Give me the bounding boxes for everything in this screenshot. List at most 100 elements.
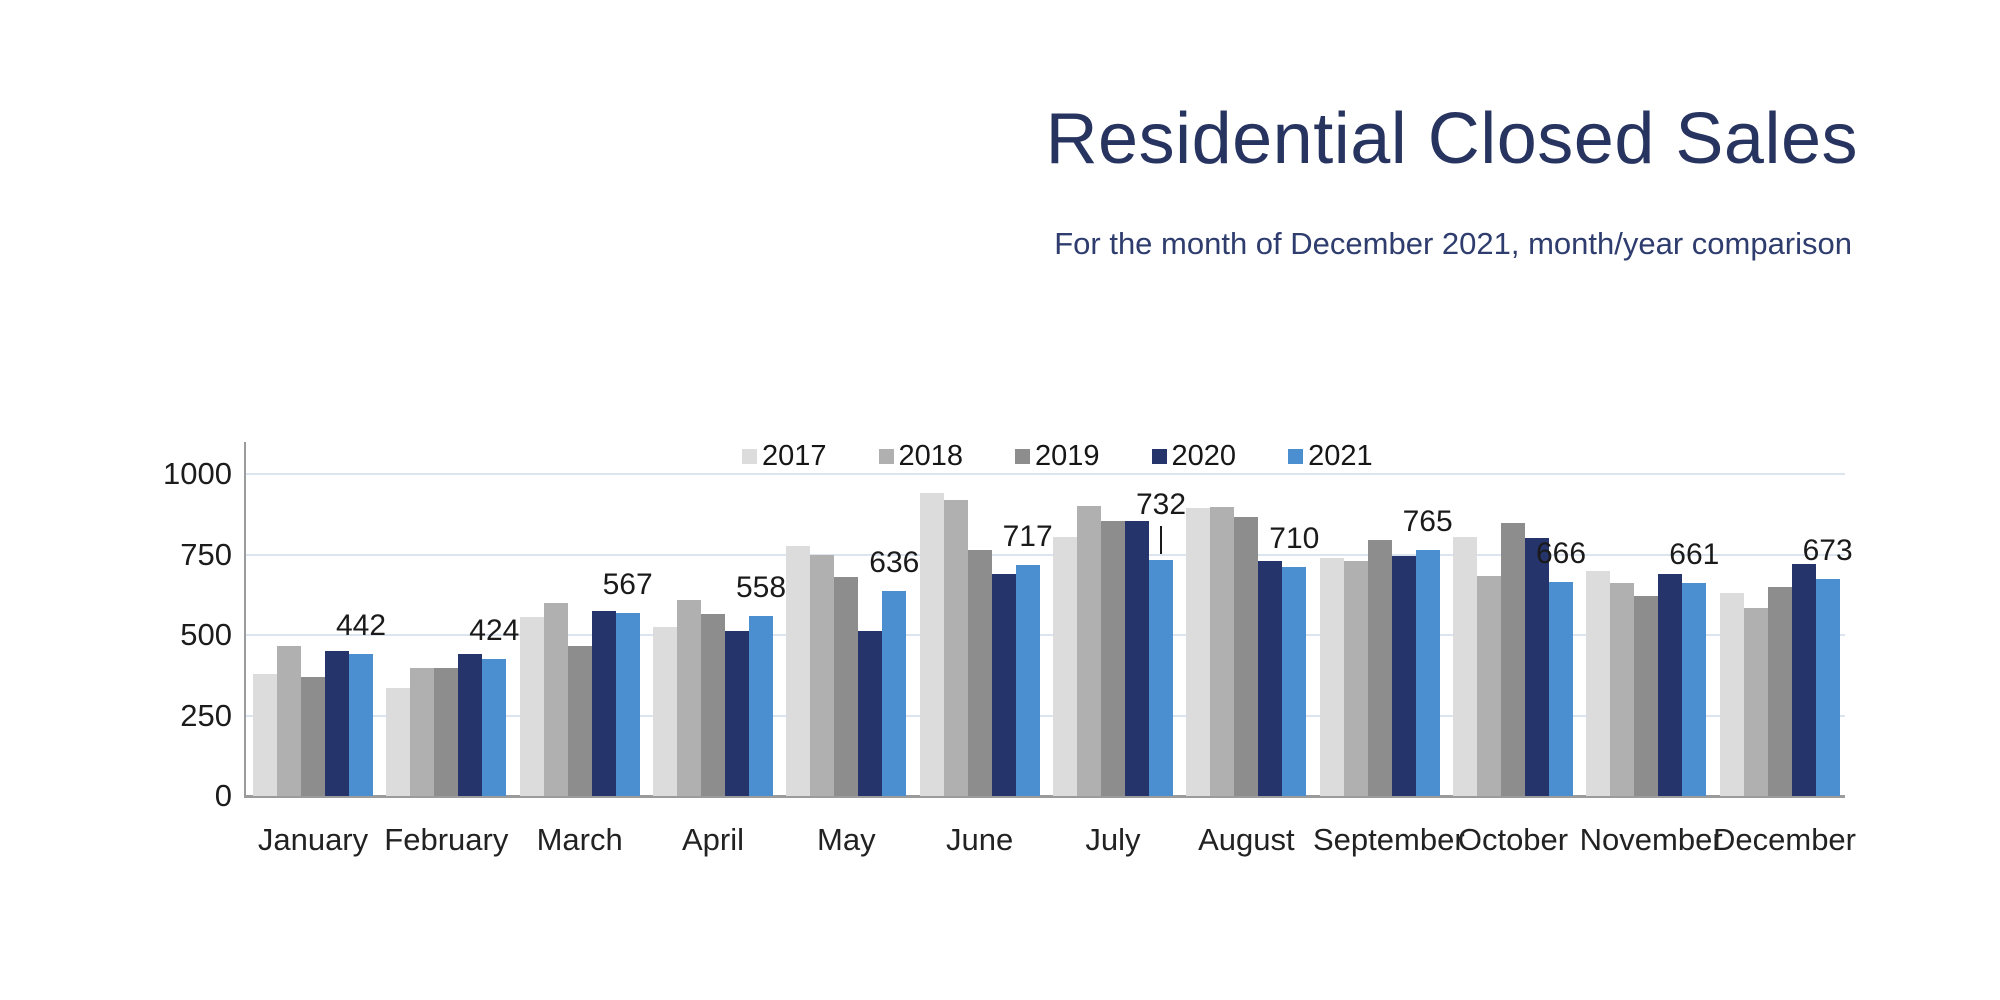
bar-2018-june xyxy=(943,499,968,796)
legend-swatch-icon-2018 xyxy=(878,449,894,464)
y-axis-tick-label-250: 250 xyxy=(180,697,232,733)
data-label-january: 442 xyxy=(335,608,387,642)
data-label-november: 661 xyxy=(1669,538,1720,572)
x-axis-label-june: June xyxy=(946,822,1014,857)
data-label-may: 636 xyxy=(869,546,920,580)
x-axis-label-august: August xyxy=(1198,822,1295,857)
bar-2021-september xyxy=(1415,549,1440,796)
bar-2020-august xyxy=(1258,560,1283,796)
x-axis-label-november: November xyxy=(1579,822,1723,857)
legend-item-2020: 2020 xyxy=(1151,440,1237,473)
legend-label-2019: 2019 xyxy=(1035,440,1100,472)
y-axis-tick-label-750: 750 xyxy=(180,536,232,572)
bar-2020-january xyxy=(325,651,349,796)
bar-2019-march xyxy=(567,646,592,796)
bar-2019-may xyxy=(834,577,859,796)
bar-2017-may xyxy=(786,546,811,796)
bar-2019-february xyxy=(434,667,459,796)
bar-2018-november xyxy=(1610,583,1635,796)
data-label-december: 673 xyxy=(1802,534,1853,568)
bar-2019-august xyxy=(1234,517,1259,796)
bar-2020-april xyxy=(725,630,749,796)
y-axis-tick-label-0: 0 xyxy=(214,778,232,813)
data-label-callout-line xyxy=(1160,526,1162,555)
bar-2018-february xyxy=(410,667,435,796)
chart-title: Residential Closed Sales xyxy=(1045,99,1858,179)
bar-2017-september xyxy=(1319,557,1344,796)
bar-2020-july xyxy=(1125,520,1149,796)
bar-2018-january xyxy=(277,646,301,796)
legend-label-2018: 2018 xyxy=(898,440,964,472)
bar-2021-august xyxy=(1282,567,1307,796)
bar-2019-september xyxy=(1367,540,1392,796)
bar-2021-april xyxy=(749,616,773,796)
gridline-500 xyxy=(245,634,1845,636)
data-label-july: 732 xyxy=(1135,488,1187,522)
x-axis-label-april: April xyxy=(681,822,744,857)
data-label-october: 666 xyxy=(1535,536,1587,570)
x-axis-label-february: February xyxy=(384,822,509,857)
bar-2018-september xyxy=(1343,560,1368,796)
x-axis-label-may: May xyxy=(817,822,876,857)
legend-item-2019: 2019 xyxy=(1015,440,1100,473)
bar-2021-march xyxy=(615,613,640,796)
data-label-april: 558 xyxy=(735,571,787,605)
gridline-250 xyxy=(245,714,1845,717)
legend-swatch-icon-2019 xyxy=(1015,449,1031,464)
legend-swatch-icon-2021 xyxy=(1288,449,1304,464)
bar-2020-november xyxy=(1658,573,1683,796)
gridline-750 xyxy=(245,553,1845,556)
x-axis-line xyxy=(245,795,1845,798)
data-label-march: 567 xyxy=(602,568,653,602)
bar-2019-january xyxy=(301,676,325,796)
chart-subtitle: For the month of December 2021, month/ye… xyxy=(1054,226,1852,261)
bar-2017-august xyxy=(1186,507,1211,796)
bar-2018-march xyxy=(543,602,568,796)
bar-2019-october xyxy=(1501,522,1525,796)
legend-swatch-icon-2017 xyxy=(742,449,757,464)
bar-2021-july xyxy=(1149,560,1173,796)
x-axis-label-january: January xyxy=(257,822,369,857)
bar-2018-july xyxy=(1077,506,1101,796)
legend-label-2017: 2017 xyxy=(762,440,827,472)
bar-2020-may xyxy=(858,630,883,796)
gridline-1000 xyxy=(245,473,1845,475)
bar-2021-december xyxy=(1815,579,1840,796)
bar-2021-february xyxy=(482,659,507,796)
legend-swatch-icon-2020 xyxy=(1151,449,1167,464)
bar-2020-june xyxy=(991,573,1016,796)
bar-2017-november xyxy=(1586,570,1611,796)
bar-2017-march xyxy=(519,617,544,796)
bar-2017-april xyxy=(653,626,677,796)
bar-2020-february xyxy=(458,653,483,796)
bar-2018-august xyxy=(1210,506,1235,796)
bar-2021-january xyxy=(349,653,373,796)
y-axis-line xyxy=(244,442,246,798)
bar-2021-october xyxy=(1549,581,1573,796)
bar-2017-december xyxy=(1719,593,1744,796)
bar-2018-may xyxy=(810,554,835,796)
legend-label-2021: 2021 xyxy=(1308,440,1373,472)
bar-2021-november xyxy=(1682,583,1707,796)
data-label-september: 765 xyxy=(1402,504,1453,538)
x-axis-label-march: March xyxy=(536,822,623,857)
legend-label-2020: 2020 xyxy=(1171,440,1237,472)
x-axis-label-october: October xyxy=(1457,822,1569,857)
bar-2021-june xyxy=(1015,565,1040,796)
bar-2019-november xyxy=(1634,596,1659,796)
bar-2019-december xyxy=(1767,586,1792,796)
bar-2021-may xyxy=(882,591,907,796)
chart-legend: 2017 2018 2019 2020 2021 xyxy=(742,440,1373,473)
y-axis-tick-label-1000: 1000 xyxy=(163,456,232,491)
bar-2020-september xyxy=(1391,556,1416,796)
y-axis-tick-label-500: 500 xyxy=(180,617,232,652)
bar-2017-october xyxy=(1453,536,1477,796)
bar-2020-october xyxy=(1525,538,1549,796)
bar-2019-june xyxy=(967,549,992,796)
data-label-june: 717 xyxy=(1002,520,1053,554)
bar-2019-july xyxy=(1101,520,1125,796)
x-axis-label-september: September xyxy=(1313,822,1465,857)
bar-2020-march xyxy=(591,610,616,796)
